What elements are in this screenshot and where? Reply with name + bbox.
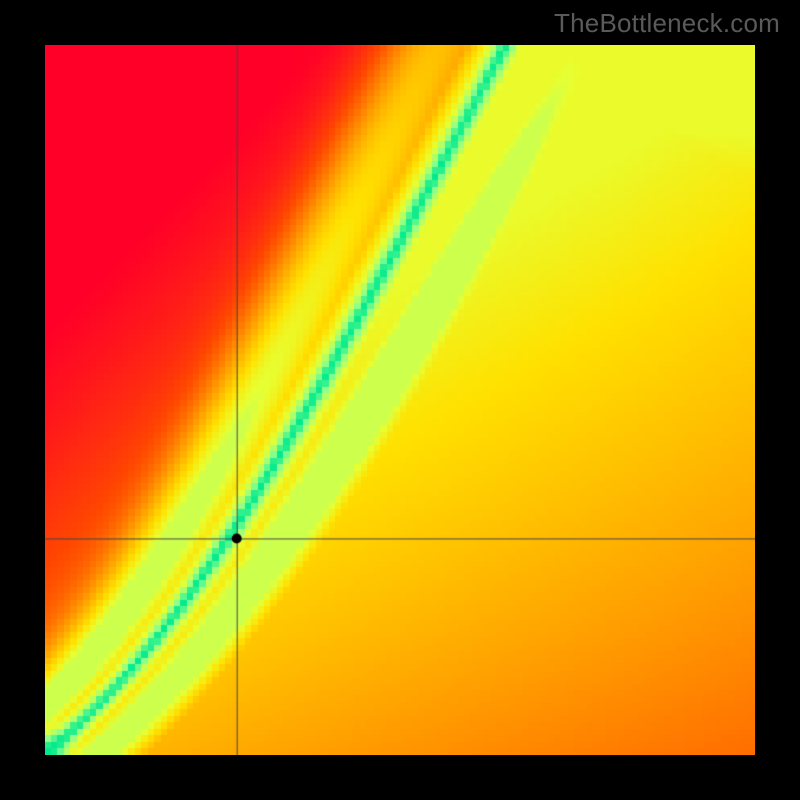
chart-container: TheBottleneck.com xyxy=(0,0,800,800)
bottleneck-heatmap xyxy=(45,45,755,755)
watermark-text: TheBottleneck.com xyxy=(554,8,780,39)
